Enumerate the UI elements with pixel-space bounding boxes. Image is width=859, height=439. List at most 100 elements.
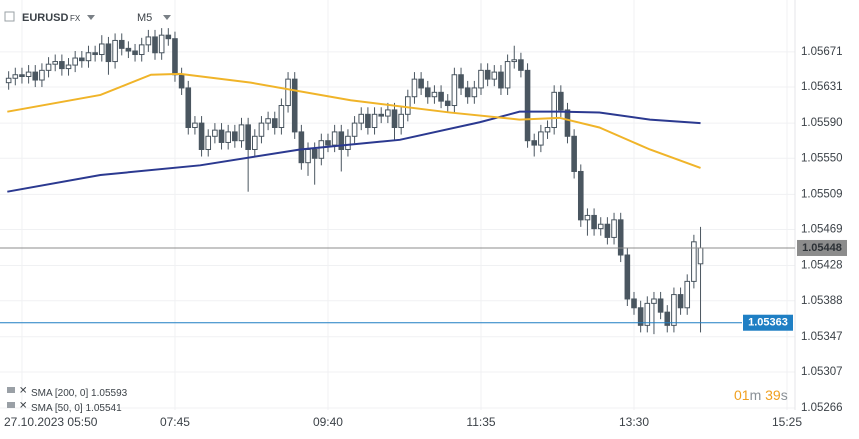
candle-body xyxy=(464,87,471,98)
price-label-box xyxy=(743,314,793,331)
candle-body xyxy=(471,87,478,98)
candle-body xyxy=(651,298,657,304)
candle-body xyxy=(551,91,557,129)
candle-body xyxy=(258,122,265,137)
market: FX xyxy=(70,14,81,23)
candle-body xyxy=(105,43,112,63)
sma-line xyxy=(7,72,701,169)
candle-body xyxy=(72,57,78,66)
candle-body xyxy=(558,91,564,111)
candle-body xyxy=(524,69,531,142)
candle-body xyxy=(291,78,298,133)
candle-body xyxy=(418,78,424,89)
timeframe[interactable]: M5 xyxy=(137,12,152,24)
price-label: 1.05363 xyxy=(748,317,788,329)
candle-body xyxy=(411,78,418,98)
candle-body xyxy=(212,129,218,137)
candle-body xyxy=(697,247,704,265)
countdown-unit: s xyxy=(781,387,788,403)
y-tick-label: 1.05590 xyxy=(801,117,843,129)
y-tick-label: 1.05509 xyxy=(801,188,843,200)
candle-body xyxy=(245,124,251,150)
chart-icon xyxy=(4,11,15,22)
candle-body xyxy=(531,140,538,146)
candle-body xyxy=(577,170,584,221)
candle-body xyxy=(597,223,604,230)
legend-name: SMA [200, 0] xyxy=(31,388,88,399)
legend-icon[interactable] xyxy=(7,402,15,408)
price-label: 1.05448 xyxy=(802,242,842,254)
y-tick-label: 1.05671 xyxy=(801,46,843,58)
candle-body xyxy=(125,47,132,52)
candle-body xyxy=(484,69,491,80)
candle-body xyxy=(25,71,32,78)
candle-body xyxy=(371,113,378,129)
candle-body xyxy=(238,124,245,142)
candle-body xyxy=(311,148,318,159)
candle-body xyxy=(398,113,404,129)
candle-body xyxy=(405,96,411,115)
candle-body xyxy=(491,71,498,80)
y-tick-label: 1.05428 xyxy=(801,260,843,272)
legend-name: SMA [50, 0] xyxy=(31,403,83,414)
legend-close[interactable]: ✕ xyxy=(19,401,27,412)
candle-body xyxy=(85,52,92,62)
legend-entry: SMA [50, 0] 1.05541 xyxy=(31,403,122,414)
candle-body xyxy=(178,74,185,89)
candle-body xyxy=(59,61,65,70)
countdown-minutes: 01 xyxy=(734,387,750,403)
candle-body xyxy=(591,214,597,230)
countdown-unit: m xyxy=(750,387,762,403)
y-tick-label: 1.05388 xyxy=(801,295,843,307)
candle-body xyxy=(232,131,238,142)
legend-icon[interactable] xyxy=(7,387,15,393)
symbol[interactable]: EURUSD xyxy=(22,12,69,24)
legend-close[interactable]: ✕ xyxy=(19,386,27,397)
candle-body xyxy=(271,118,278,129)
candle-body xyxy=(458,74,464,89)
x-tick-label: 13:30 xyxy=(619,415,649,429)
candle-body xyxy=(351,122,358,137)
candle-body xyxy=(218,129,225,143)
candle-body xyxy=(192,122,198,129)
x-tick-label: 11:35 xyxy=(466,415,495,429)
candle-body xyxy=(451,74,458,107)
countdown: 01m 39s xyxy=(734,387,788,403)
candle-body xyxy=(132,50,138,56)
sma-line xyxy=(7,110,701,193)
candle-body xyxy=(285,78,291,107)
candle-body xyxy=(438,91,444,102)
candle-body xyxy=(331,131,338,146)
candle-body xyxy=(631,298,637,309)
candle-body xyxy=(637,307,644,326)
dropdown-arrow[interactable] xyxy=(163,15,171,20)
candle-body xyxy=(431,91,438,98)
x-tick-label: 27.10.2023 05:50 xyxy=(4,415,98,429)
candle-body xyxy=(584,214,591,221)
candle-body xyxy=(624,254,631,300)
candle-body xyxy=(444,100,451,107)
x-tick-label: 15:25 xyxy=(772,415,802,429)
candle-body xyxy=(365,113,371,129)
candle-body xyxy=(325,140,331,146)
candle-body xyxy=(511,59,518,63)
candle-body xyxy=(165,34,172,40)
candle-body xyxy=(544,127,551,133)
x-tick-label: 07:45 xyxy=(160,415,190,429)
dropdown-arrow[interactable] xyxy=(87,15,95,20)
y-tick-label: 1.05266 xyxy=(801,402,843,414)
legend-entry: SMA [200, 0] 1.05593 xyxy=(31,388,128,399)
candle-body xyxy=(158,34,165,54)
candle-body xyxy=(92,52,98,56)
candle-body xyxy=(564,109,571,137)
candle-body xyxy=(657,298,664,313)
candle-body xyxy=(644,302,651,326)
candle-body xyxy=(684,280,691,309)
candle-body xyxy=(39,69,45,81)
candle-body xyxy=(152,36,158,54)
candle-body xyxy=(571,135,577,172)
candle-body xyxy=(112,39,118,63)
candle-body xyxy=(45,63,52,71)
